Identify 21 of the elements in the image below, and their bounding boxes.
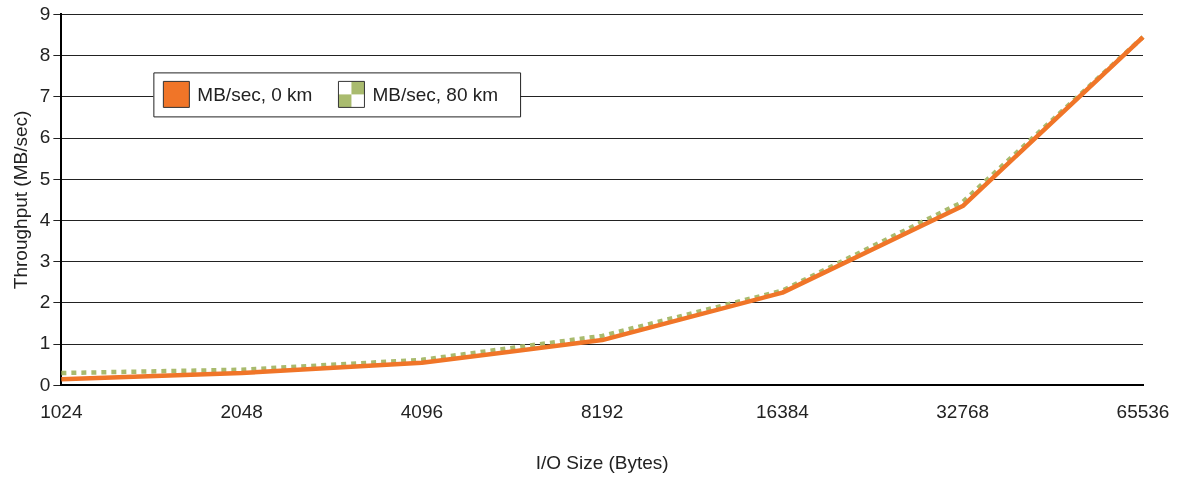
y-axis-title: Throughput (MB/sec) [9,110,31,290]
y-tick-label: 8 [39,43,51,65]
x-tick-label: 65536 [1116,401,1170,423]
x-tick-label: 2048 [220,401,263,423]
y-tick-label: 1 [39,332,51,354]
y-tick-label: 0 [39,373,51,395]
y-tick-label: 5 [39,167,51,189]
legend-label: MB/sec, 80 km [372,83,499,105]
x-tick-label: 32768 [936,401,990,423]
y-tick-label: 6 [39,126,51,148]
y-tick-label: 4 [39,208,51,230]
y-tick-label: 7 [39,85,51,107]
legend-label: MB/sec, 0 km [197,83,313,105]
x-tick-label: 4096 [400,401,444,423]
y-tick-label: 3 [39,249,51,271]
x-tick-label: 16384 [756,401,810,423]
x-axis-title: I/O Size (Bytes) [535,451,669,473]
x-tick-label: 8192 [581,401,624,423]
y-tick-label: 9 [39,2,51,24]
y-tick-label: 2 [39,291,51,313]
x-tick-label: 1024 [40,401,83,423]
